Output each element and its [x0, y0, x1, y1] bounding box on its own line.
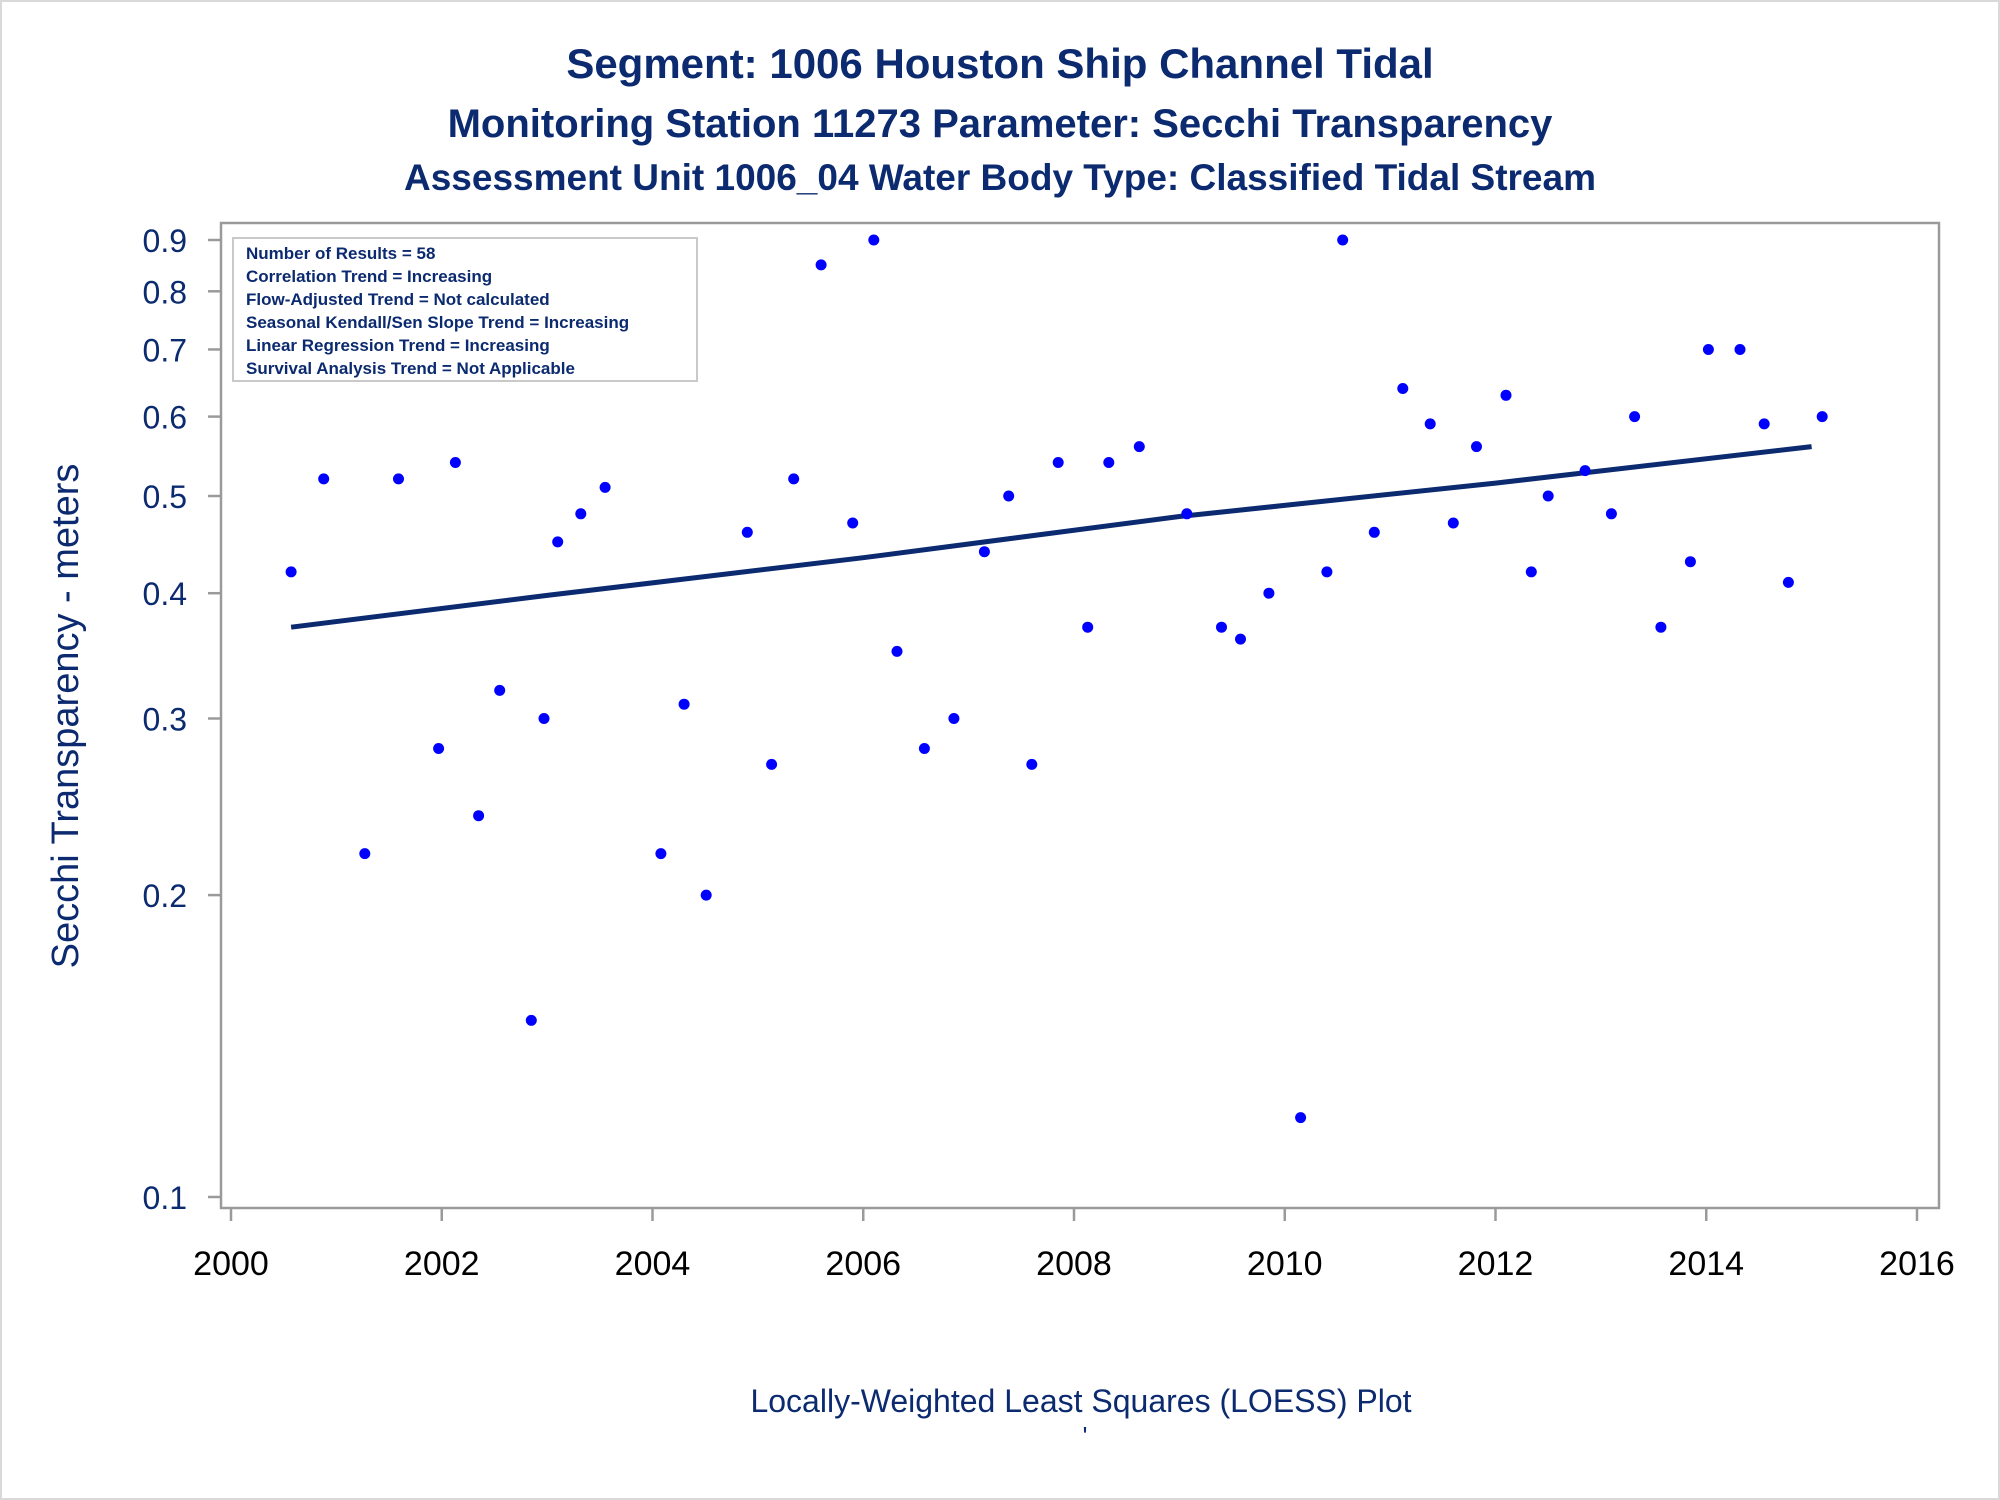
data-point [1263, 587, 1275, 599]
data-point [538, 713, 550, 724]
stats-line-correlation: Correlation Trend = Increasing [246, 267, 492, 286]
data-point [599, 481, 611, 493]
data-point [1605, 508, 1617, 520]
data-point [815, 259, 827, 271]
data-point [1026, 758, 1038, 770]
data-point [1003, 490, 1015, 502]
data-point [847, 517, 859, 529]
y-axis-label: Secchi Transparency - meters [45, 464, 87, 969]
data-point [1133, 441, 1145, 453]
data-point [1397, 383, 1409, 394]
data-point [1734, 344, 1746, 355]
data-point [891, 645, 903, 657]
x-tick-label: 2010 [1247, 1245, 1323, 1283]
y-axis: 0.1 0.2 0.3 0.4 0.5 0.6 0.7 0.8 0.9 [143, 223, 221, 1216]
data-point [700, 889, 712, 901]
data-points [285, 234, 1828, 1124]
data-point [1758, 418, 1770, 430]
data-point [552, 536, 564, 548]
data-point [1579, 465, 1591, 477]
data-point [1235, 633, 1246, 645]
y-tick-label: 0.5 [143, 479, 187, 515]
y-tick-label: 0.6 [143, 400, 187, 436]
data-point [473, 810, 485, 822]
trend-line-group [290, 444, 1812, 630]
data-point [1500, 389, 1512, 401]
data-point [575, 508, 587, 520]
data-point [1684, 556, 1696, 568]
y-tick-label: 0.3 [143, 702, 187, 738]
x-tick-label: 2004 [615, 1245, 691, 1283]
y-tick-label: 0.9 [143, 223, 187, 259]
chart-subtitle-2: Assessment Unit 1006_04 Water Body Type:… [404, 157, 1596, 198]
data-point [494, 684, 506, 696]
x-tick-label: 2006 [825, 1245, 901, 1283]
footer-mark: ' [1083, 1421, 1088, 1451]
data-point [1052, 457, 1064, 468]
data-point [1368, 526, 1380, 538]
data-point [948, 713, 960, 724]
x-tick-label: 2016 [1879, 1245, 1955, 1283]
data-point [1181, 508, 1193, 520]
stats-line-seasonal-kendall: Seasonal Kendall/Sen Slope Trend = Incre… [246, 313, 629, 332]
data-point [1295, 1112, 1307, 1124]
data-point [1337, 234, 1349, 246]
data-point [433, 743, 445, 754]
trend-line [290, 444, 1812, 630]
data-point [1525, 566, 1537, 578]
data-point [918, 743, 930, 754]
data-point [449, 457, 461, 468]
y-tick-label: 0.8 [143, 274, 187, 310]
plot-area [219, 221, 1941, 1210]
stats-line-results: Number of Results = 58 [246, 244, 435, 263]
data-point [978, 546, 990, 558]
data-point [1216, 621, 1227, 633]
data-point [1542, 490, 1554, 502]
data-point [318, 473, 330, 485]
chart-title: Segment: 1006 Houston Ship Channel Tidal [566, 40, 1433, 87]
data-point [1655, 621, 1667, 633]
data-point [1082, 621, 1094, 633]
data-point [393, 473, 404, 485]
stats-line-survival-analysis: Survival Analysis Trend = Not Applicable [246, 359, 575, 378]
x-tick-label: 2002 [404, 1245, 480, 1283]
y-tick-label: 0.4 [143, 576, 187, 612]
data-point [1782, 576, 1794, 588]
data-point [285, 566, 297, 578]
x-tick-label: 2012 [1458, 1245, 1534, 1283]
y-tick-label: 0.1 [143, 1180, 187, 1216]
data-point [678, 698, 690, 710]
data-point [1424, 418, 1436, 430]
data-point [1447, 517, 1459, 529]
y-tick-label: 0.7 [143, 332, 187, 368]
data-point [1321, 566, 1333, 578]
data-point [868, 234, 880, 246]
data-point [766, 758, 778, 770]
y-tick-label: 0.2 [143, 878, 187, 914]
data-point [525, 1014, 537, 1026]
x-axis: 2000 2002 2004 2006 2008 2010 2012 2014 2016 [193, 1208, 1955, 1283]
data-point [1702, 344, 1714, 355]
stats-line-linear-regression: Linear Regression Trend = Increasing [246, 336, 550, 355]
data-point [1103, 457, 1115, 468]
chart-subtitle: Monitoring Station 11273 Parameter: Secc… [448, 102, 1554, 146]
data-point [359, 848, 371, 860]
data-point [1816, 411, 1828, 423]
data-point [1629, 411, 1641, 423]
data-point [741, 526, 753, 538]
x-tick-label: 2008 [1036, 1245, 1112, 1283]
x-tick-label: 2000 [193, 1245, 269, 1283]
data-point [655, 848, 667, 860]
data-point [1471, 441, 1482, 453]
x-tick-label: 2014 [1668, 1245, 1744, 1283]
footer-caption: Locally-Weighted Least Squares (LOESS) P… [750, 1383, 1411, 1419]
stats-line-flow-adjusted: Flow-Adjusted Trend = Not calculated [246, 290, 550, 309]
stats-box [232, 237, 698, 382]
data-point [788, 473, 800, 485]
